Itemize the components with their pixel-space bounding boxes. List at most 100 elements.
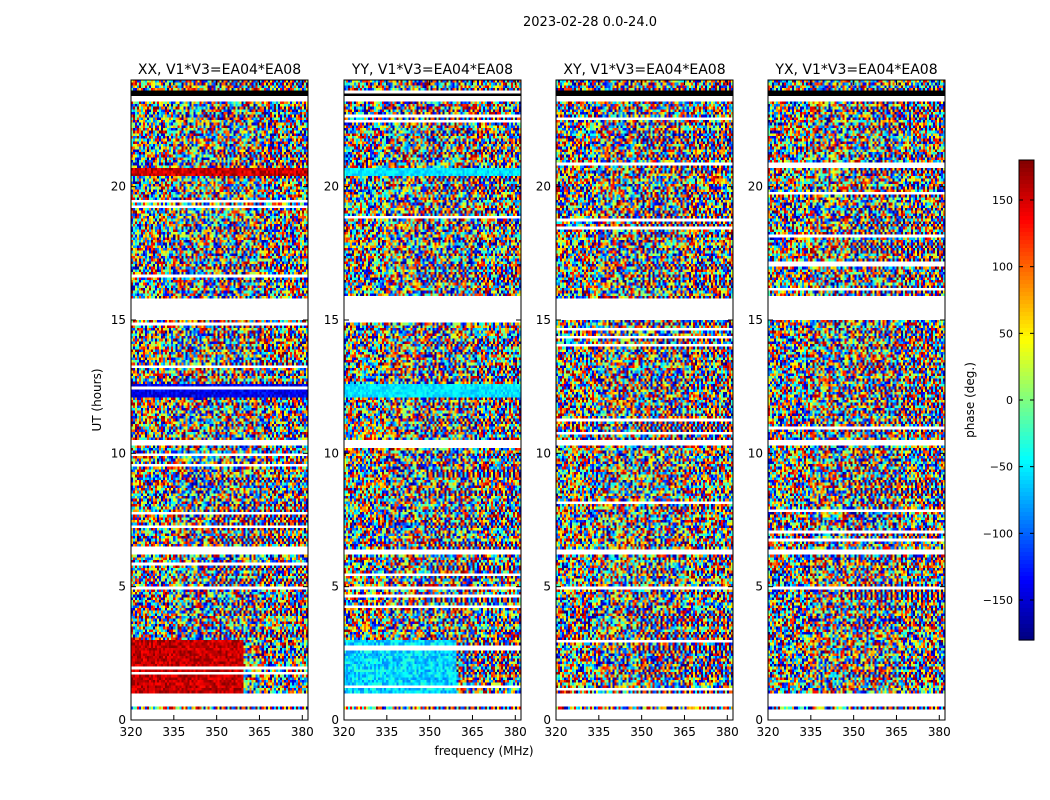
x-tick-label: 380 <box>291 725 314 739</box>
panel-1: XX, V1*V3=EA04*EA08 320 335 350 365 380 0 5 10 15… <box>111 62 314 739</box>
x-tick-label: 350 <box>842 725 865 739</box>
colorbar-segment <box>1019 444 1034 449</box>
colorbar-segment <box>1019 324 1034 329</box>
colorbar-segment <box>1019 288 1034 293</box>
colorbar-segment <box>1019 300 1034 305</box>
y-tick-label: 15 <box>111 313 126 327</box>
colorbar-segment <box>1019 540 1034 545</box>
colorbar-segment <box>1019 280 1034 285</box>
colorbar-segment <box>1019 296 1034 301</box>
colorbar-segment <box>1019 388 1034 393</box>
panel-2: YY, V1*V3=EA04*EA08 320 335 350 365 380 0 5 10 15… <box>324 62 527 739</box>
colorbar-segment <box>1019 488 1034 493</box>
colorbar-segment <box>1019 276 1034 281</box>
colorbar-segment <box>1019 336 1034 341</box>
y-tick-label: 0 <box>543 713 551 727</box>
colorbar-segment <box>1019 376 1034 381</box>
colorbar-segment <box>1019 468 1034 473</box>
colorbar-segment <box>1019 512 1034 517</box>
colorbar-segment <box>1019 536 1034 541</box>
colorbar-segment <box>1019 500 1034 505</box>
colorbar-segment <box>1019 328 1034 333</box>
colorbar-segment <box>1019 532 1034 537</box>
y-tick-label: 10 <box>748 446 763 460</box>
x-tick-label: 380 <box>504 725 527 739</box>
figure-suptitle: 2023-02-28 0.0-24.0 <box>523 15 657 30</box>
colorbar-tick-label: 150 <box>992 194 1013 207</box>
x-tick-label: 320 <box>545 725 568 739</box>
y-tick-label: 15 <box>536 313 551 327</box>
y-tick-label: 10 <box>536 446 551 460</box>
colorbar-segment <box>1019 260 1034 265</box>
colorbar-segment <box>1019 224 1034 229</box>
colorbar-segment <box>1019 520 1034 525</box>
x-tick-label: 365 <box>673 725 696 739</box>
colorbar-segment <box>1019 372 1034 377</box>
y-tick-label: 0 <box>755 713 763 727</box>
colorbar-tick-label: 0 <box>1006 394 1013 407</box>
colorbar-segment <box>1019 168 1034 173</box>
colorbar-segment <box>1019 616 1034 621</box>
panel-frame <box>130 79 309 721</box>
colorbar-segment <box>1019 180 1034 185</box>
colorbar-segment <box>1019 612 1034 617</box>
colorbar-segment <box>1019 252 1034 257</box>
y-tick-label: 20 <box>536 180 551 194</box>
colorbar-segment <box>1019 544 1034 549</box>
x-tick-label: 335 <box>587 725 610 739</box>
colorbar-segment <box>1019 268 1034 273</box>
colorbar-segment <box>1019 588 1034 593</box>
panel-title: YX, V1*V3=EA04*EA08 <box>774 62 937 78</box>
colorbar-tick-label: 100 <box>992 261 1013 274</box>
colorbar-segment <box>1019 608 1034 613</box>
colorbar-segment <box>1019 172 1034 177</box>
colorbar-segment <box>1019 560 1034 565</box>
colorbar-segment <box>1019 524 1034 529</box>
colorbar-segment <box>1019 496 1034 501</box>
colorbar-segment <box>1019 352 1034 357</box>
colorbar-segment <box>1019 320 1034 325</box>
colorbar-segment <box>1019 244 1034 249</box>
heatmap-image <box>131 80 308 720</box>
colorbar-segment <box>1019 392 1034 397</box>
colorbar-segment <box>1019 600 1034 605</box>
x-axis-label: frequency (MHz) <box>434 744 533 758</box>
colorbar-segment <box>1019 624 1034 629</box>
colorbar-segment <box>1019 440 1034 445</box>
colorbar-segment <box>1019 604 1034 609</box>
colorbar-segment <box>1019 316 1034 321</box>
colorbar-segment <box>1019 564 1034 569</box>
colorbar-segment <box>1019 420 1034 425</box>
colorbar-label: phase (deg.) <box>963 362 977 438</box>
colorbar-segment <box>1019 220 1034 225</box>
colorbar-segment <box>1019 528 1034 533</box>
colorbar-segment <box>1019 592 1034 597</box>
colorbar-segment <box>1019 636 1034 641</box>
x-tick-label: 335 <box>162 725 185 739</box>
colorbar-segment <box>1019 212 1034 217</box>
colorbar-segment <box>1019 192 1034 197</box>
x-tick-label: 335 <box>375 725 398 739</box>
colorbar-segment <box>1019 628 1034 633</box>
colorbar-segment <box>1019 360 1034 365</box>
colorbar-segment <box>1019 384 1034 389</box>
panel-frame <box>555 79 734 721</box>
colorbar-segment <box>1019 240 1034 245</box>
colorbar-segment <box>1019 228 1034 233</box>
panel-3: XY, V1*V3=EA04*EA08 320 335 350 365 380 0 5 10 15… <box>536 62 739 739</box>
colorbar-segment <box>1019 196 1034 201</box>
y-tick-label: 5 <box>543 580 551 594</box>
colorbar-segment <box>1019 596 1034 601</box>
colorbar-segment <box>1019 484 1034 489</box>
colorbar-segment <box>1019 404 1034 409</box>
colorbar-segment <box>1019 576 1034 581</box>
panel-title: XY, V1*V3=EA04*EA08 <box>563 62 725 78</box>
colorbar-tick-label: −100 <box>983 527 1013 540</box>
colorbar-segment <box>1019 508 1034 513</box>
colorbar-segment <box>1019 340 1034 345</box>
colorbar-segment <box>1019 412 1034 417</box>
colorbar-segment <box>1019 584 1034 589</box>
y-tick-label: 5 <box>755 580 763 594</box>
colorbar-segment <box>1019 188 1034 193</box>
